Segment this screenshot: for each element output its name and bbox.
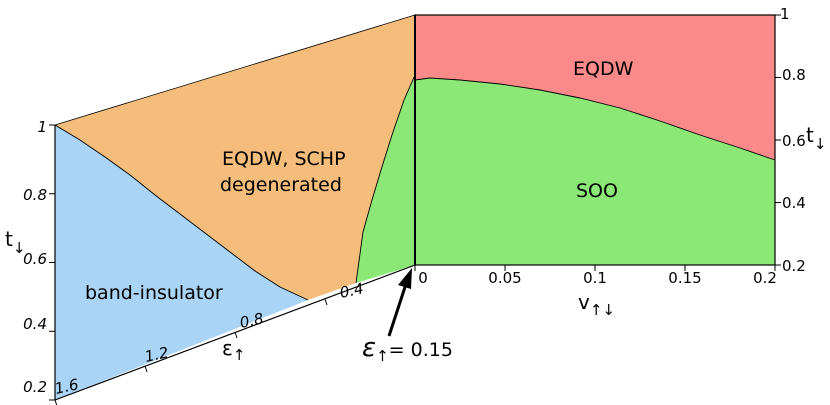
annotation-arrow bbox=[387, 268, 412, 337]
eqdw-schp-region bbox=[55, 15, 415, 300]
right-y-tick-label: 0.4 bbox=[782, 194, 806, 212]
left-y-tick-marks bbox=[49, 124, 55, 401]
right-x-tick-label: 0.05 bbox=[488, 269, 521, 287]
annotation-text: = 0.15 bbox=[389, 339, 453, 361]
left-y-axis-label-sub: ↓ bbox=[13, 239, 26, 257]
left-x-axis-label: ε↑ bbox=[222, 336, 245, 364]
left-y-axis-label: t↓ bbox=[5, 227, 25, 257]
left-y-tick-label: 1 bbox=[37, 118, 47, 136]
right-x-tick-label: 0.1 bbox=[583, 269, 607, 287]
left-y-tick-label: 0.2 bbox=[23, 378, 47, 396]
soo-region-left bbox=[356, 75, 415, 283]
right-y-axis-label: t↓ bbox=[806, 123, 826, 153]
left-x-tick-label: 1.6 bbox=[53, 375, 80, 398]
boundary-eqdw-soo-right bbox=[414, 77, 776, 161]
soo-region-right bbox=[415, 78, 775, 265]
left-y-tick-label: 0.4 bbox=[23, 315, 47, 333]
right-x-tick-label: 0.2 bbox=[753, 269, 777, 287]
eqdw-label: EQDW bbox=[573, 58, 634, 80]
right-x-tick-label: 0.15 bbox=[668, 269, 701, 287]
left-x-tick-label: 0.4 bbox=[338, 279, 365, 302]
band-insulator-label: band-insulator bbox=[85, 282, 223, 304]
annotation-label: ε↑= 0.15 bbox=[362, 333, 453, 365]
left-y-tick-label: 0.8 bbox=[23, 186, 47, 204]
boundary-band-eqdw bbox=[54, 124, 309, 301]
right-y-tick-label: 1 bbox=[780, 5, 790, 23]
left-y-axis-label-main: t bbox=[5, 227, 13, 251]
left-panel-top-edge bbox=[54, 14, 416, 126]
right-y-tick-label: 0.6 bbox=[782, 132, 806, 150]
right-x-axis-label-main: v bbox=[578, 290, 590, 314]
right-y-axis-label-main: t bbox=[806, 123, 814, 147]
left-x-tick-label: 1.2 bbox=[143, 343, 170, 366]
left-y-tick-label: 0.6 bbox=[23, 250, 47, 268]
soo-label: SOO bbox=[576, 180, 618, 202]
right-y-tick-marks bbox=[775, 14, 781, 266]
right-y-axis-label-sub: ↓ bbox=[814, 135, 827, 153]
right-x-tick-label: 0 bbox=[418, 269, 428, 287]
annotation-symbol: ε bbox=[362, 333, 376, 363]
right-y-tick-label: 0.2 bbox=[782, 257, 806, 275]
annotation-sub: ↑ bbox=[376, 347, 389, 365]
boundary-eqdw-soo-left bbox=[355, 74, 416, 284]
degenerated-label: degenerated bbox=[220, 174, 342, 196]
left-x-tick-marks bbox=[54, 298, 328, 405]
right-x-axis-label: v↑↓ bbox=[578, 290, 615, 319]
left-x-axis-label-sub: ↑ bbox=[233, 346, 246, 364]
band-insulator-region bbox=[55, 125, 308, 400]
left-x-tick-label: 0.8 bbox=[238, 309, 265, 332]
right-x-axis-label-sub: ↑↓ bbox=[590, 301, 615, 319]
left-x-axis-label-main: ε bbox=[222, 336, 233, 360]
right-x-tick-marks bbox=[414, 265, 776, 271]
right-y-tick-label: 0.8 bbox=[782, 66, 806, 84]
eqdw-schp-label: EQDW, SCHP bbox=[222, 148, 346, 170]
